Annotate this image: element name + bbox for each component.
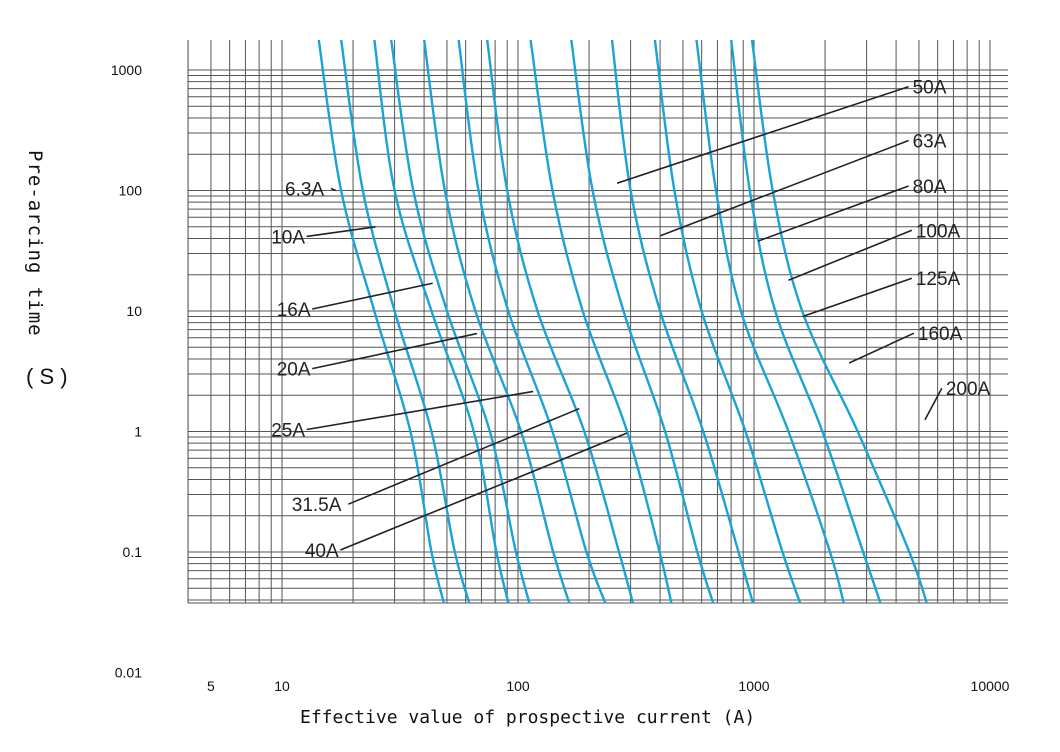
curve-label-80A: 80A	[913, 177, 947, 198]
curve-label-160A: 160A	[918, 324, 963, 345]
x-tick-label: 10000	[971, 678, 1010, 694]
y-tick-label: 0.1	[123, 544, 143, 560]
curve-label-25A: 25A	[271, 421, 305, 442]
curve-50A	[529, 40, 673, 603]
x-axis-title: Effective value of prospective current (…	[300, 707, 756, 728]
leader-line-31.5A	[347, 407, 580, 505]
y-tick-label: 0.01	[115, 665, 142, 681]
curve-80A	[610, 40, 755, 603]
curve-16A	[373, 40, 510, 603]
curve-label-20A: 20A	[277, 360, 311, 381]
curve-200A	[750, 40, 929, 603]
curve-160A	[729, 40, 882, 603]
y-tick-label: 100	[119, 183, 143, 199]
y-axis-unit: ( S )	[26, 364, 68, 389]
leader-line-50A	[616, 85, 909, 184]
curve-40A	[485, 40, 635, 603]
leader-line-10A	[306, 225, 376, 238]
grid	[187, 40, 1008, 604]
curve-label-200A: 200A	[946, 379, 991, 400]
x-tick-label: 1000	[738, 678, 769, 694]
curve-label-16A: 16A	[277, 300, 311, 321]
curve-25A	[422, 40, 571, 603]
leader-line-63A	[659, 139, 909, 237]
leader-line-125A	[802, 277, 913, 318]
curve-63A	[570, 40, 715, 603]
x-tick-label: 100	[506, 678, 530, 694]
curve-20A	[390, 40, 531, 603]
curve-label-100A: 100A	[916, 221, 961, 242]
leader-line-200A	[924, 387, 943, 421]
leader-line-40A	[340, 432, 628, 551]
curve-label-125A: 125A	[916, 269, 961, 290]
curve-label-50A: 50A	[913, 78, 947, 99]
leader-line-80A	[757, 185, 909, 242]
curve-label-31.5A: 31.5A	[292, 495, 342, 516]
curve-6.3A	[317, 40, 446, 603]
curve-31.5A	[457, 40, 607, 603]
curve-125A	[695, 40, 845, 603]
x-tick-label: 5	[207, 678, 215, 694]
leader-line-160A	[848, 332, 915, 364]
y-tick-label: 10	[126, 303, 142, 319]
leader-line-16A	[312, 282, 433, 310]
y-tick-label: 1	[134, 424, 142, 440]
curve-label-10A: 10A	[271, 227, 305, 248]
curve-100A	[653, 40, 802, 603]
leader-line-20A	[312, 332, 478, 370]
curve-label-6.3A: 6.3A	[285, 180, 324, 201]
leader-line-25A	[306, 390, 534, 431]
curve-label-40A: 40A	[305, 541, 339, 562]
leader-line-6.3A	[330, 187, 337, 192]
curve-label-63A: 63A	[913, 132, 947, 153]
curve-10A	[339, 40, 471, 603]
leader-line-100A	[788, 229, 913, 281]
x-tick-label: 10	[274, 678, 290, 694]
y-tick-label: 1000	[111, 62, 142, 78]
y-axis-title: Pre-arcing time	[24, 150, 46, 337]
